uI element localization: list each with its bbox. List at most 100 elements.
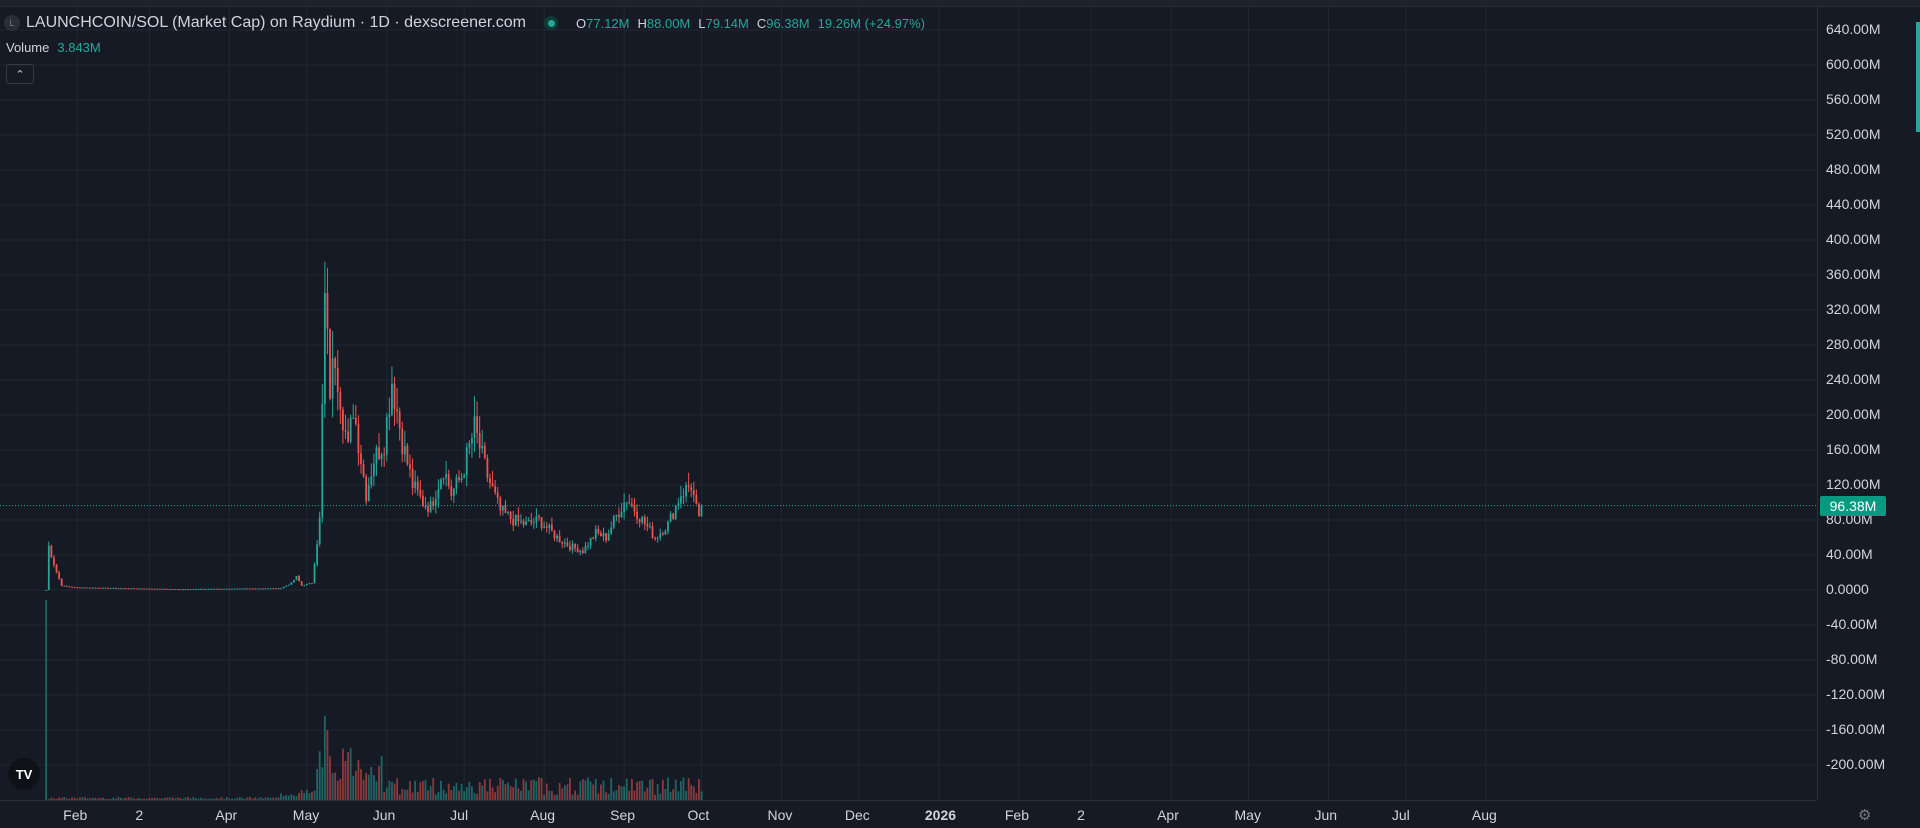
collapse-button[interactable]: ⌃ xyxy=(6,64,34,84)
volume-bar xyxy=(89,798,91,800)
candle-body xyxy=(308,583,311,585)
candle-body xyxy=(414,481,417,489)
settings-gear-icon[interactable]: ⚙ xyxy=(1858,807,1872,824)
volume-bar xyxy=(277,797,280,800)
volume-bar xyxy=(161,798,164,800)
volume-bar xyxy=(210,798,213,800)
candle-body xyxy=(133,588,135,590)
candle-body xyxy=(109,588,112,590)
candle-body xyxy=(445,474,448,478)
candle-body xyxy=(440,479,442,490)
candle-body xyxy=(262,588,264,590)
volume-bar xyxy=(509,786,512,800)
candle-body xyxy=(636,511,638,520)
volume-bar xyxy=(254,797,257,800)
candle-body xyxy=(385,417,388,455)
time-tick-label: Dec xyxy=(844,807,870,823)
candle-body xyxy=(687,485,690,488)
volume-bar xyxy=(674,779,677,800)
candle-body xyxy=(643,516,646,525)
volume-bar xyxy=(385,787,388,800)
candle-body xyxy=(646,524,649,527)
candle-body xyxy=(360,453,362,464)
volume-bar xyxy=(396,778,398,800)
candle-body xyxy=(411,469,414,489)
price-tick-label: 480.00M xyxy=(1826,161,1881,177)
volume-bar xyxy=(455,782,458,800)
low-value: 79.14M xyxy=(705,15,749,31)
volume-bar xyxy=(527,790,530,800)
candle-body xyxy=(117,588,120,590)
candle-body xyxy=(525,521,527,525)
candle-body xyxy=(89,587,91,589)
candle-body xyxy=(300,581,303,586)
candle-body xyxy=(264,588,267,590)
scroll-indicator[interactable] xyxy=(1916,22,1920,132)
candle-body xyxy=(236,588,239,590)
volume-bar xyxy=(481,785,484,800)
volume-bar xyxy=(148,798,151,800)
volume-bar xyxy=(491,787,494,800)
candle-body xyxy=(486,458,489,478)
candle-body xyxy=(491,483,494,487)
candle-body xyxy=(194,588,197,590)
tradingview-logo[interactable]: TV xyxy=(8,758,40,790)
volume-bar xyxy=(646,787,649,800)
candle-body xyxy=(73,587,76,589)
volume-bar xyxy=(494,792,497,800)
chart-pane[interactable] xyxy=(0,7,1817,800)
candle-body xyxy=(104,587,107,589)
close-value: 96.38M xyxy=(766,15,810,31)
candle-body xyxy=(680,496,682,504)
price-tick-label: 320.00M xyxy=(1826,301,1881,317)
candle-body xyxy=(210,588,213,590)
volume-bar xyxy=(594,778,597,800)
volume-bar xyxy=(354,771,357,800)
volume-bar xyxy=(367,774,370,800)
volume-bar xyxy=(246,797,249,800)
candle-body xyxy=(543,526,546,528)
volume-bar xyxy=(630,779,633,800)
volume-bar xyxy=(698,779,700,800)
candle-body xyxy=(156,588,159,590)
volume-bar xyxy=(249,797,251,800)
volume-bar xyxy=(473,792,476,800)
candle-body xyxy=(347,431,349,442)
candle-body xyxy=(685,485,687,497)
volume-bar xyxy=(465,787,468,800)
candle-body xyxy=(357,423,360,454)
candle-body xyxy=(597,528,600,534)
volume-bar xyxy=(695,793,698,800)
volume-bar xyxy=(463,791,466,800)
low-key: L xyxy=(698,15,706,31)
price-axis[interactable]: 640.00M 600.00M 560.00M 520.00M 480.00M 440.0… xyxy=(1817,7,1920,800)
time-axis[interactable]: Feb 2 Apr May Jun Jul Aug Sep Oct Nov Dec 2026 Feb 2 A… xyxy=(0,800,1817,828)
volume-bar xyxy=(344,760,347,800)
candle-body xyxy=(213,588,215,590)
price-tick-label: 640.00M xyxy=(1826,21,1881,37)
symbol-badge[interactable]: L xyxy=(4,15,20,31)
candle-body xyxy=(496,492,499,498)
volume-bar xyxy=(422,780,424,800)
price-chart[interactable] xyxy=(0,7,1817,800)
volume-bar xyxy=(406,789,409,800)
volume-bar xyxy=(202,798,205,800)
volume-bar xyxy=(569,777,571,800)
volume-bar xyxy=(125,797,128,800)
volume-bar xyxy=(220,797,223,800)
volume-bar xyxy=(483,779,486,800)
candle-body xyxy=(153,588,156,590)
candle-body xyxy=(538,516,540,518)
volume-bar xyxy=(313,790,316,800)
volume-bar xyxy=(127,797,130,800)
candle-body xyxy=(47,545,50,590)
volume-bar xyxy=(680,781,682,800)
volume-bar xyxy=(589,781,592,800)
time-tick-label: Aug xyxy=(530,807,556,823)
volume-bar xyxy=(566,784,569,800)
candle-body xyxy=(551,524,553,531)
volume-bar xyxy=(553,794,556,800)
volume-bar xyxy=(68,798,71,800)
candle-body xyxy=(249,588,251,590)
volume-bar xyxy=(643,791,646,800)
